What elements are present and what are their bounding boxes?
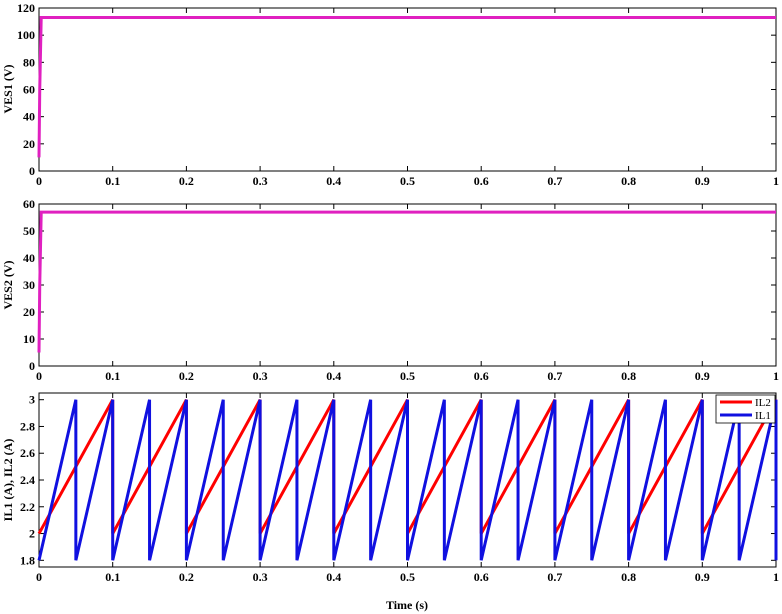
y-tick-label: 60: [23, 83, 35, 97]
x-tick-label: 0.8: [621, 369, 636, 383]
x-tick-label: 0.3: [253, 570, 268, 584]
series-line-il1: [37, 399, 778, 561]
y-tick-label: 10: [23, 332, 35, 346]
x-tick-label: 0.2: [179, 369, 194, 383]
x-tick-label: 0.6: [474, 369, 489, 383]
y-tick-label: 2.8: [20, 419, 35, 433]
currents-ylabel: IL1 (A), IL2 (A): [1, 439, 15, 522]
x-tick-label: 0.3: [253, 174, 268, 188]
y-tick-label: 120: [17, 1, 35, 15]
x-tick-label: 0.1: [105, 369, 120, 383]
panel-currents: 0 0.1 0.2 0.3 0.4 0.5 0.6 0.7 0.8 0.9 1 1.8 2 2.2 2.4…: [1, 392, 779, 612]
ves2-ylabel: VES2 (V): [1, 260, 15, 309]
x-tick-label: 0.7: [547, 174, 562, 188]
y-tick-label: 60: [23, 197, 35, 211]
panel-ves1: 0 0.1 0.2 0.3 0.4 0.5 0.6 0.7 0.8 0.9 1 0 20 40 60 80 1…: [1, 1, 779, 188]
x-tick-label: 0.6: [474, 174, 489, 188]
ves1-lines: [37, 16, 776, 158]
x-tick-label: 0.5: [400, 369, 415, 383]
y-tick-label: 2.2: [20, 500, 35, 514]
x-tick-label: 0.9: [695, 369, 710, 383]
y-tick-label: 2: [29, 527, 35, 541]
x-tick-label: 0.9: [695, 174, 710, 188]
y-tick-label: 30: [23, 278, 35, 292]
x-tick-label: 0.6: [474, 570, 489, 584]
ves2-xticks: 0 0.1 0.2 0.3 0.4 0.5 0.6 0.7 0.8 0.9 1: [36, 204, 779, 383]
legend: IL2 IL1: [715, 394, 776, 424]
y-tick-label: 1.8: [20, 553, 35, 567]
y-tick-label: 50: [23, 224, 35, 238]
x-tick-label: 1: [773, 570, 779, 584]
legend-label-il1: IL1: [755, 410, 771, 422]
currents-lines: [37, 398, 778, 561]
y-tick-label: 2.4: [20, 473, 35, 487]
ves1-ylabel: VES1 (V): [1, 64, 15, 113]
y-tick-label: 100: [17, 28, 35, 42]
ves2-yticks: 0 10 20 30 40 50 60: [23, 197, 776, 373]
x-tick-label: 0.4: [326, 369, 341, 383]
x-tick-label: 0.2: [179, 570, 194, 584]
x-tick-label: 0.3: [253, 369, 268, 383]
x-tick-label: 0: [36, 369, 42, 383]
ves1-yticks: 0 20 40 60 80 100 120: [17, 1, 776, 178]
x-tick-label: 0.5: [400, 570, 415, 584]
legend-label-il2: IL2: [755, 397, 771, 409]
x-tick-label: 0.4: [326, 174, 341, 188]
y-tick-label: 2.6: [20, 446, 35, 460]
x-tick-label: 0.2: [179, 174, 194, 188]
x-tick-label: 1: [773, 174, 779, 188]
currents-xticks: 0 0.1 0.2 0.3 0.4 0.5 0.6 0.7 0.8 0.9 1: [36, 393, 779, 584]
x-tick-label: 1: [773, 369, 779, 383]
ves2-lines: [37, 210, 776, 353]
x-tick-label: 0: [36, 570, 42, 584]
x-tick-label: 0.1: [105, 570, 120, 584]
x-tick-label: 0.1: [105, 174, 120, 188]
y-tick-label: 3: [29, 393, 35, 407]
ves1-xticks: 0 0.1 0.2 0.3 0.4 0.5 0.6 0.7 0.8 0.9 1: [36, 8, 779, 188]
legend-box: [715, 394, 776, 424]
series-line-1: [37, 210, 776, 353]
currents-xlabel: Time (s): [386, 598, 428, 612]
x-tick-label: 0: [36, 174, 42, 188]
y-tick-label: 40: [23, 251, 35, 265]
x-tick-label: 0.5: [400, 174, 415, 188]
x-tick-label: 0.7: [547, 570, 562, 584]
y-tick-label: 20: [23, 305, 35, 319]
x-tick-label: 0.8: [621, 174, 636, 188]
series-line-0: [37, 16, 776, 158]
y-tick-label: 0: [29, 359, 35, 373]
y-tick-label: 40: [23, 110, 35, 124]
y-tick-label: 80: [23, 55, 35, 69]
x-tick-label: 0.9: [695, 570, 710, 584]
y-tick-label: 0: [29, 164, 35, 178]
x-tick-label: 0.7: [547, 369, 562, 383]
y-tick-label: 20: [23, 137, 35, 151]
x-tick-label: 0.8: [621, 570, 636, 584]
panel-ves2: 0 0.1 0.2 0.3 0.4 0.5 0.6 0.7 0.8 0.9 1 0 10 20 30 40 5…: [1, 197, 779, 383]
x-tick-label: 0.4: [326, 570, 341, 584]
